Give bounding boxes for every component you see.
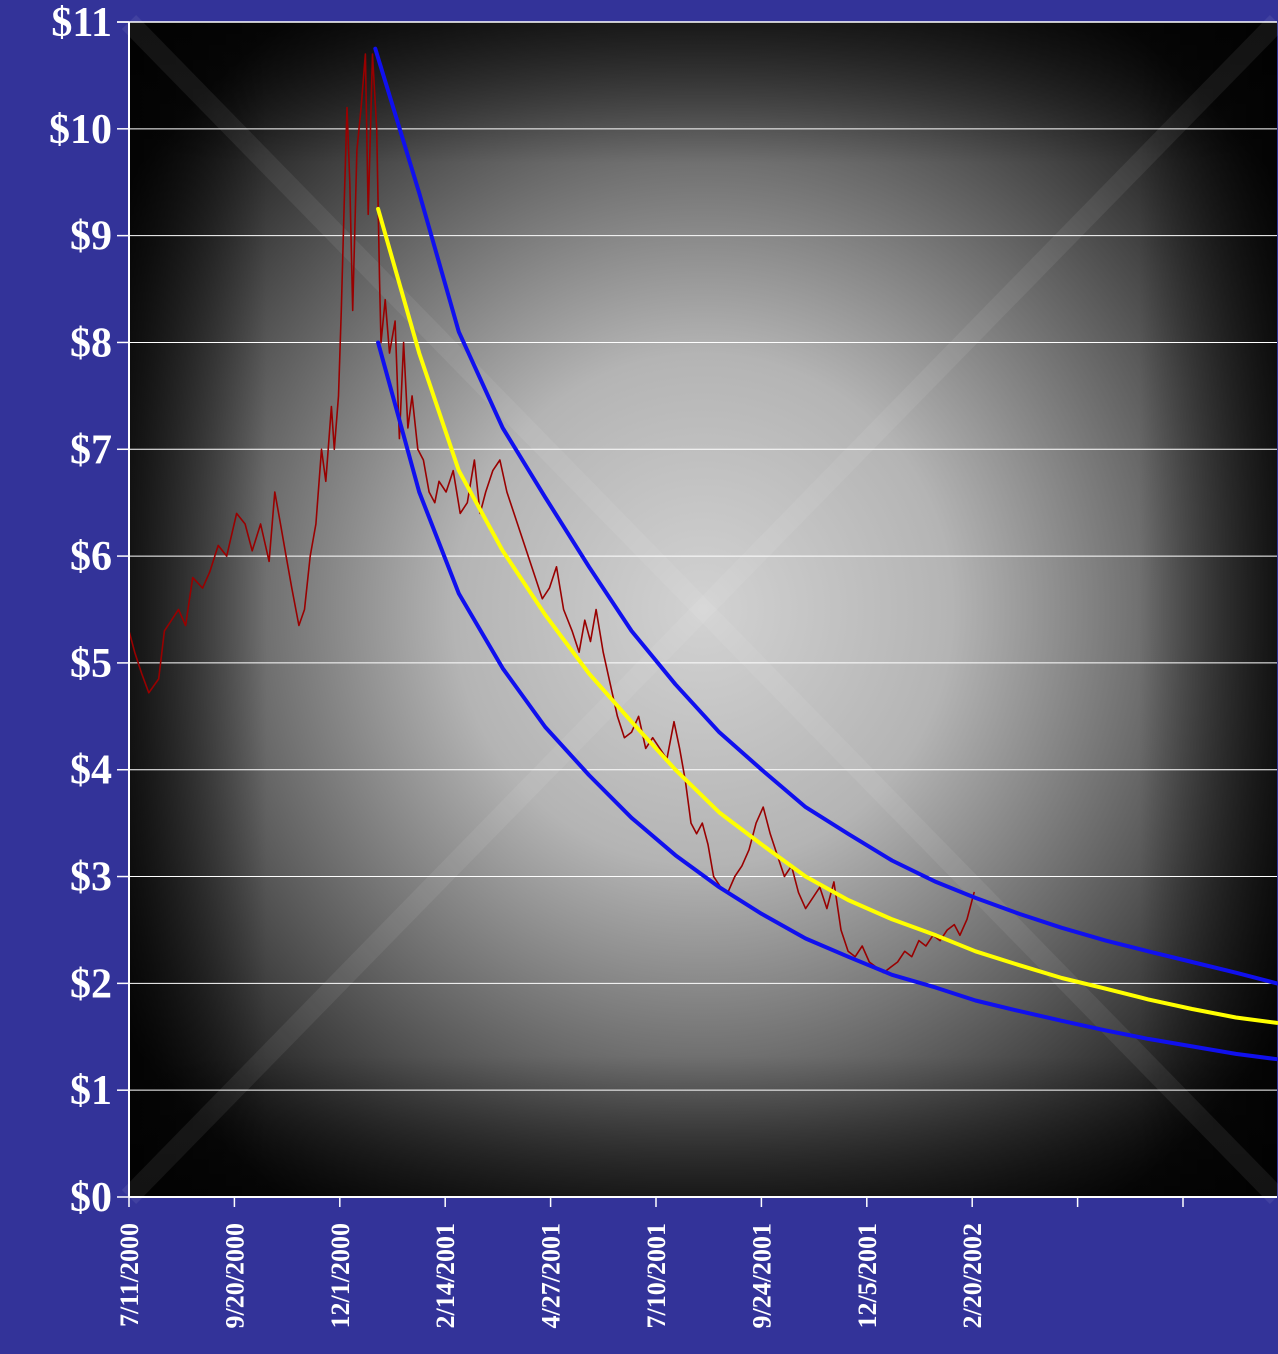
x-tick-label: 2/20/2002 <box>958 1223 987 1328</box>
x-tick-label: 12/5/2001 <box>853 1223 882 1328</box>
y-axis-labels: $0 $1 $2 $3 $4 $5 $6 $7 $8 $9 $10 $11 <box>49 0 112 1221</box>
series-group <box>128 46 1278 1062</box>
x-tick-label: 7/10/2001 <box>642 1223 671 1328</box>
series-line-trend <box>376 206 1278 1025</box>
y-tick-label: $1 <box>70 1068 112 1114</box>
plot-diagonal <box>121 15 1278 1204</box>
x-tick-label: 4/27/2001 <box>537 1223 566 1328</box>
y-tick-label: $6 <box>70 534 112 580</box>
y-tick-label: $4 <box>70 748 112 794</box>
x-axis-labels: 7/11/2000 9/20/2000 12/1/2000 2/14/2001 4/27… <box>115 1223 987 1328</box>
y-tick-label: $11 <box>51 0 112 46</box>
series-line-lower-band <box>376 340 1278 1062</box>
plot-area <box>121 15 1278 1204</box>
plot-diagonal <box>121 15 1278 1204</box>
x-tick-label: 12/1/2000 <box>326 1223 355 1328</box>
axes <box>117 21 1277 1207</box>
y-tick-label: $5 <box>70 641 112 687</box>
y-tick-label: $0 <box>70 1175 112 1221</box>
x-tick-label: 2/14/2001 <box>431 1223 460 1328</box>
y-tick-label: $10 <box>49 107 112 153</box>
x-tick-label: 9/20/2000 <box>220 1223 249 1328</box>
plot-vignette-v <box>129 22 1277 1197</box>
series-line-upper-band <box>373 46 1278 986</box>
y-tick-label: $3 <box>70 855 112 901</box>
y-tick-label: $9 <box>70 214 112 260</box>
y-tick-label: $2 <box>70 961 112 1007</box>
y-tick-label: $7 <box>70 427 112 473</box>
series-line-price <box>128 53 975 974</box>
x-tick-label: 7/11/2000 <box>115 1223 144 1327</box>
x-tick-label: 9/24/2001 <box>747 1223 776 1328</box>
y-tick-label: $8 <box>70 320 112 366</box>
